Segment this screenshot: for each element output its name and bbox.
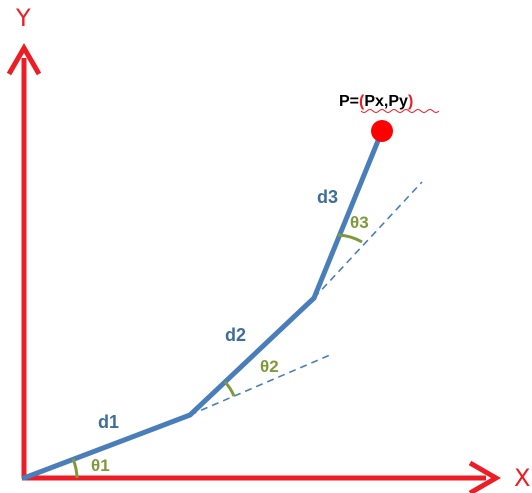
end-effector-label-close: ) (408, 93, 413, 110)
angle-arcs (71, 233, 363, 479)
x-axis-label: X (514, 464, 530, 492)
end-effector-point (371, 120, 393, 142)
angle-label-theta2: θ2 (260, 357, 279, 376)
end-effector-label-prefix: P= (339, 93, 359, 110)
angle-arc-theta1 (71, 458, 79, 479)
angle-arc-theta3 (337, 233, 363, 244)
extension-line-3 (313, 181, 423, 299)
link-d1 (21, 412, 193, 481)
x-axis-arrowhead (468, 460, 502, 493)
extension-line-2 (189, 354, 331, 416)
angle-arc-theta2 (223, 380, 236, 397)
link-label-d3: d3 (317, 187, 338, 207)
labels: d1 d2 d3 θ1 θ2 θ3 P=(Px,Py) (91, 93, 440, 475)
link-d2 (187, 295, 317, 418)
end-effector-label: P=(Px,Py) (339, 93, 413, 110)
link-d3 (311, 128, 385, 301)
angle-label-theta3: θ3 (350, 213, 369, 232)
spellcheck-underline (360, 109, 440, 113)
y-axis-label: Y (15, 4, 31, 32)
link-label-d1: d1 (98, 412, 119, 432)
angle-label-theta1: θ1 (91, 456, 110, 475)
arm-links (21, 128, 385, 481)
link-label-d2: d2 (225, 325, 246, 345)
extension-lines (189, 181, 423, 416)
end-effector-label-open: ( (359, 93, 365, 110)
axes: Y X (6, 4, 530, 493)
y-axis-arrowhead (6, 42, 42, 76)
end-effector-label-coords: Px,Py (364, 93, 408, 110)
